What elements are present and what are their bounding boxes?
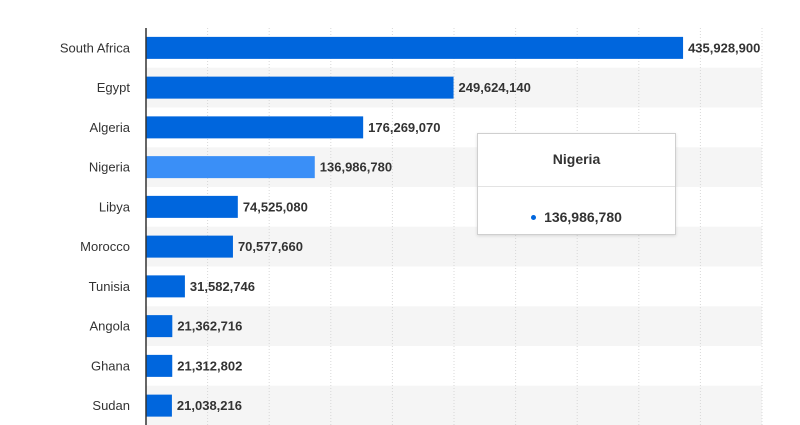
bar-angola[interactable] [146, 315, 173, 338]
value-label: 31,582,746 [190, 279, 255, 294]
bar-nigeria[interactable] [146, 156, 315, 179]
category-label: Tunisia [89, 279, 131, 294]
bar-morocco[interactable] [146, 235, 233, 258]
bar-south-africa[interactable] [146, 36, 684, 59]
category-label: South Africa [60, 40, 131, 55]
category-label: Nigeria [89, 160, 131, 175]
value-label: 435,928,900 [688, 40, 760, 55]
value-label: 249,624,140 [459, 80, 531, 95]
value-label: 136,986,780 [320, 160, 392, 175]
value-label: 21,038,216 [177, 398, 242, 413]
category-label: Algeria [90, 120, 131, 135]
value-label: 74,525,080 [243, 199, 308, 214]
tooltip-value: 136,986,780 [544, 209, 622, 225]
row-band [146, 306, 762, 346]
bar-sudan[interactable] [146, 394, 172, 417]
value-label: 176,269,070 [368, 120, 440, 135]
category-labels: South Africa Egypt Algeria Nigeria Libya Moro… [60, 40, 131, 413]
tooltip-body: 136,986,780 [478, 187, 675, 235]
series-dot-icon [531, 214, 537, 220]
category-label: Egypt [97, 80, 131, 95]
value-label: 21,362,716 [177, 319, 242, 334]
category-label: Morocco [80, 239, 130, 254]
tooltip: Nigeria 136,986,780 [477, 133, 676, 235]
bar-tunisia[interactable] [146, 275, 185, 298]
category-label: Ghana [91, 358, 131, 373]
bar-ghana[interactable] [146, 354, 173, 377]
category-label: Angola [90, 319, 131, 334]
category-label: Libya [99, 199, 131, 214]
tooltip-title: Nigeria [478, 134, 675, 187]
value-label: 70,577,660 [238, 239, 303, 254]
bar-algeria[interactable] [146, 116, 364, 139]
bar-egypt[interactable] [146, 76, 454, 99]
value-labels: 435,928,900 249,624,140 176,269,070 136,986… [177, 40, 760, 413]
value-label: 21,312,802 [177, 358, 242, 373]
bars [146, 36, 684, 417]
category-label: Sudan [92, 398, 130, 413]
bar-libya[interactable] [146, 195, 238, 218]
